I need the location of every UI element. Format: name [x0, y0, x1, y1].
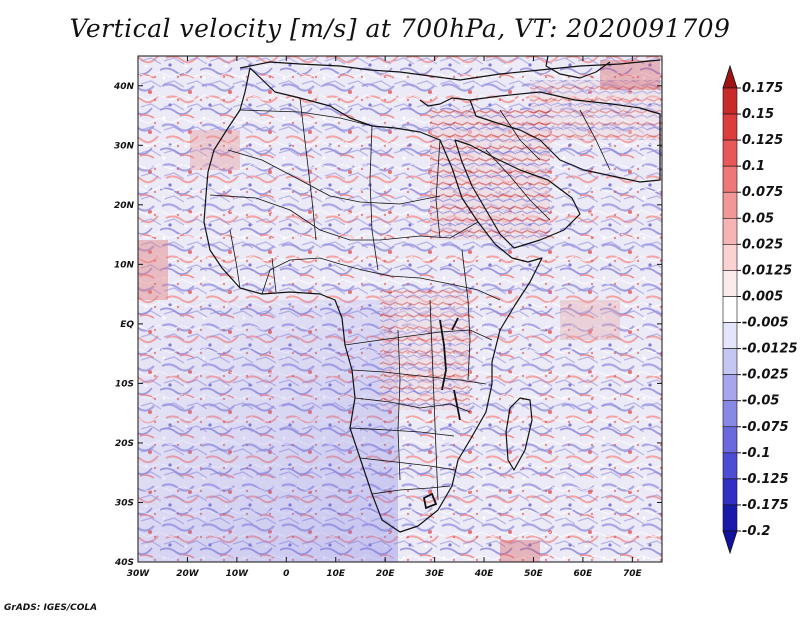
colorbar: 0.175 0.15 0.125 0.1 0.075 0.05 0.025 0.0125 0.0…	[722, 64, 798, 555]
colorbar-segment	[722, 139, 738, 167]
colorbar-label: 0.075	[742, 185, 783, 200]
lon-tick-label: 30E	[425, 569, 445, 579]
lat-tick-label: 40S	[114, 558, 134, 568]
lat-tick-label: 20S	[115, 439, 134, 449]
colorbar-label: 0.125	[742, 133, 783, 148]
lat-tick-label: 20N	[114, 201, 135, 211]
lat-tick-label: EQ	[120, 320, 134, 330]
colorbar-segment	[722, 374, 738, 402]
lon-tick-label: 50E	[524, 569, 544, 579]
colorbar-bottom-arrow	[722, 530, 738, 555]
map-frame	[137, 55, 663, 563]
colorbar-segment	[722, 400, 738, 428]
lon-tick-label: 20W	[176, 569, 200, 579]
colorbar-label: 0.0125	[742, 263, 792, 278]
colorbar-label: -0.175	[742, 498, 789, 513]
colorbar-label: -0.0125	[742, 342, 798, 357]
lon-tick-label: 0	[283, 569, 289, 579]
colorbar-segment	[722, 87, 738, 115]
colorbar-segment	[722, 113, 738, 141]
colorbar-label: 0.005	[742, 289, 783, 304]
colorbar-segment	[722, 322, 738, 349]
colorbar-label: 0.025	[742, 237, 783, 252]
colorbar-label: 0.175	[742, 81, 783, 96]
colorbar-segment	[722, 244, 738, 271]
colorbar-label: -0.005	[742, 316, 789, 331]
colorbar-label: -0.075	[742, 420, 789, 435]
colorbar-label: -0.2	[742, 524, 770, 539]
colorbar-label: -0.1	[742, 446, 770, 461]
lat-tick-label: 10N	[114, 260, 135, 270]
map-area	[138, 56, 662, 562]
colorbar-top-arrow	[722, 64, 738, 89]
lon-tick-label: 20E	[376, 569, 396, 579]
lon-tick-label: 10E	[326, 569, 346, 579]
colorbar-label: 0.05	[742, 211, 774, 226]
plot-title: Vertical velocity [m/s] at 700hPa, VT: 2…	[69, 14, 731, 43]
colorbar-label: -0.125	[742, 472, 789, 487]
credit-label: GrADS: IGES/COLA	[4, 603, 98, 613]
colorbar-label: -0.025	[742, 368, 789, 383]
axis-ticks	[137, 56, 662, 563]
colorbar-segment	[722, 217, 738, 245]
colorbar-segment	[722, 452, 738, 480]
colorbar-label: -0.05	[742, 394, 779, 409]
lat-tick-label: 30S	[115, 498, 134, 508]
lon-tick-label: 10W	[226, 569, 250, 579]
colorbar-segment	[722, 348, 738, 375]
lat-tick-label: 30N	[114, 141, 135, 151]
colorbar-segment	[722, 165, 738, 193]
colorbar-segment	[722, 478, 738, 506]
colorbar-segment	[722, 270, 738, 297]
axis-labels: 30W 20W 10W 0 10E 20E 30E 40E 50E 60E 70E 40N 30N 20N…	[113, 82, 643, 579]
colorbar-label: 0.15	[742, 107, 774, 122]
lon-tick-label: 70E	[623, 569, 643, 579]
colorbar-segment	[722, 296, 738, 323]
colorbar-segment	[722, 426, 738, 454]
colorbar-segment	[722, 191, 738, 219]
lon-tick-label: 40E	[474, 569, 495, 579]
lon-tick-label: 30W	[127, 569, 151, 579]
lon-tick-label: 60E	[574, 569, 594, 579]
colorbar-label: 0.1	[742, 159, 765, 174]
lat-tick-label: 10S	[115, 379, 134, 389]
lat-tick-label: 40N	[113, 82, 135, 92]
colorbar-segment	[722, 504, 738, 532]
